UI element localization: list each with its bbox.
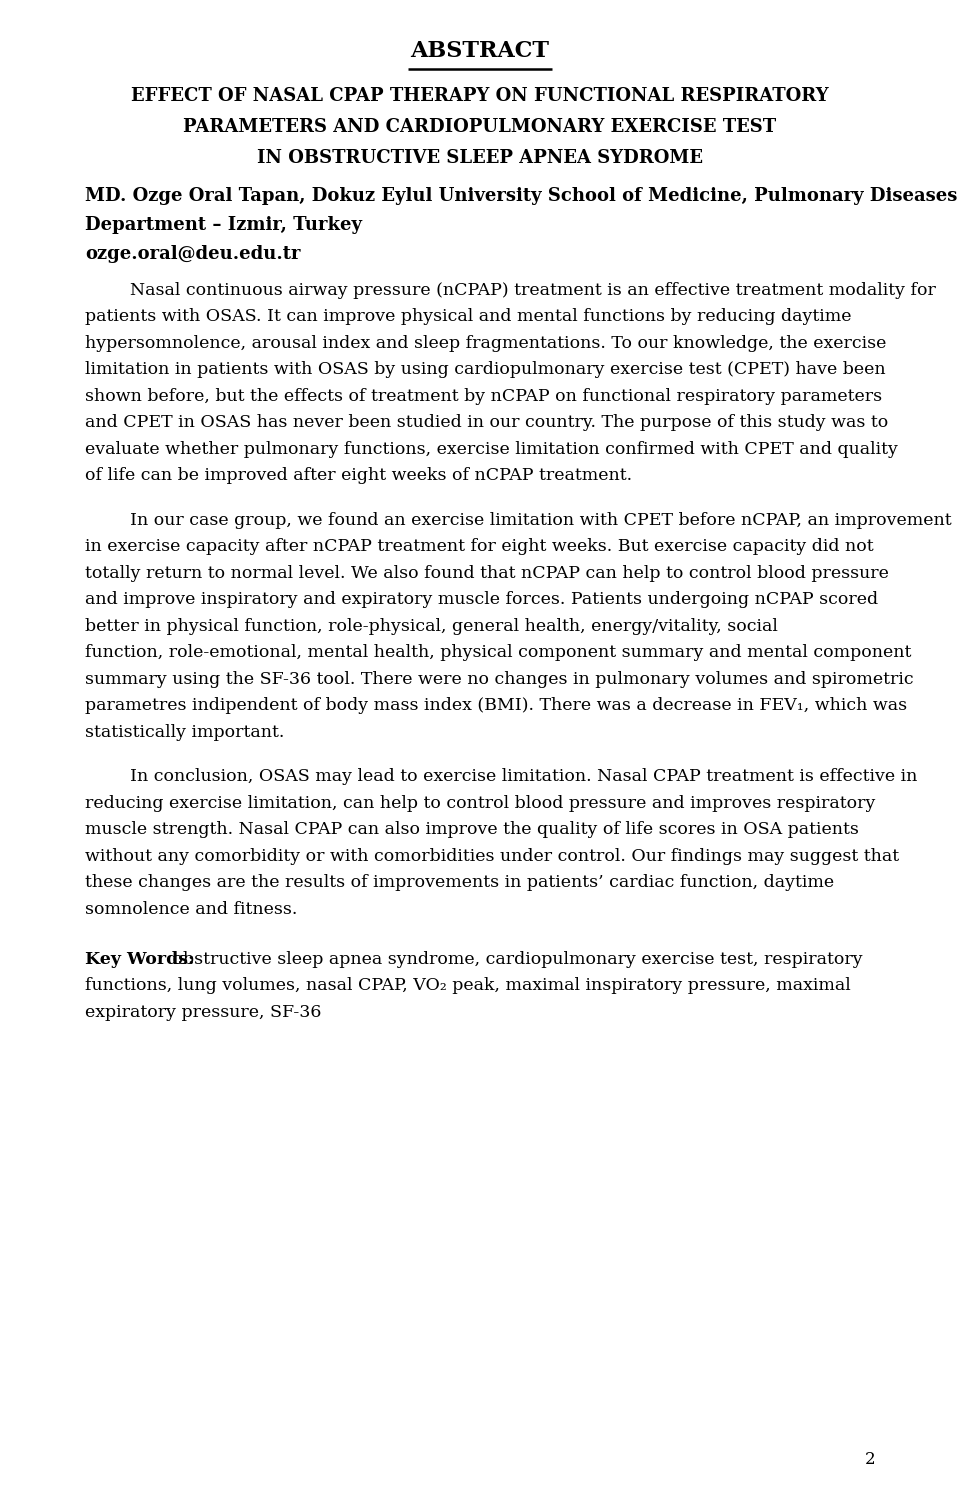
Text: evaluate whether pulmonary functions, exercise limitation confirmed with CPET an: evaluate whether pulmonary functions, ex… <box>85 441 898 457</box>
Text: better in physical function, role-physical, general health, energy/vitality, soc: better in physical function, role-physic… <box>85 617 778 635</box>
Text: totally return to normal level. We also found that nCPAP can help to control blo: totally return to normal level. We also … <box>85 565 889 582</box>
Text: these changes are the results of improvements in patients’ cardiac function, day: these changes are the results of improve… <box>85 875 834 891</box>
Text: In conclusion, OSAS may lead to exercise limitation. Nasal CPAP treatment is eff: In conclusion, OSAS may lead to exercise… <box>130 768 918 785</box>
Text: muscle strength. Nasal CPAP can also improve the quality of life scores in OSA p: muscle strength. Nasal CPAP can also imp… <box>85 821 859 839</box>
Text: patients with OSAS. It can improve physical and mental functions by reducing day: patients with OSAS. It can improve physi… <box>85 308 852 326</box>
Text: EFFECT OF NASAL CPAP THERAPY ON FUNCTIONAL RESPIRATORY: EFFECT OF NASAL CPAP THERAPY ON FUNCTION… <box>132 87 828 105</box>
Text: expiratory pressure, SF-36: expiratory pressure, SF-36 <box>85 1003 322 1021</box>
Text: MD. Ozge Oral Tapan, Dokuz Eylul University School of Medicine, Pulmonary Diseas: MD. Ozge Oral Tapan, Dokuz Eylul Univers… <box>85 187 957 205</box>
Text: and CPET in OSAS has never been studied in our country. The purpose of this stud: and CPET in OSAS has never been studied … <box>85 414 888 432</box>
Text: 2: 2 <box>864 1450 875 1468</box>
Text: without any comorbidity or with comorbidities under control. Our findings may su: without any comorbidity or with comorbid… <box>85 848 900 864</box>
Text: reducing exercise limitation, can help to control blood pressure and improves re: reducing exercise limitation, can help t… <box>85 795 876 812</box>
Text: hypersomnolence, arousal index and sleep fragmentations. To our knowledge, the e: hypersomnolence, arousal index and sleep… <box>85 335 886 351</box>
Text: functions, lung volumes, nasal CPAP, VO₂ peak, maximal inspiratory pressure, max: functions, lung volumes, nasal CPAP, VO₂… <box>85 978 851 994</box>
Text: PARAMETERS AND CARDIOPULMONARY EXERCISE TEST: PARAMETERS AND CARDIOPULMONARY EXERCISE … <box>183 118 777 136</box>
Text: statistically important.: statistically important. <box>85 724 284 742</box>
Text: somnolence and fitness.: somnolence and fitness. <box>85 901 298 918</box>
Text: in exercise capacity after nCPAP treatment for eight weeks. But exercise capacit: in exercise capacity after nCPAP treatme… <box>85 538 874 555</box>
Text: IN OBSTRUCTIVE SLEEP APNEA SYDROME: IN OBSTRUCTIVE SLEEP APNEA SYDROME <box>257 150 703 167</box>
Text: Key Words:: Key Words: <box>85 951 195 967</box>
Text: shown before, but the effects of treatment by nCPAP on functional respiratory pa: shown before, but the effects of treatme… <box>85 387 882 405</box>
Text: ozge.oral@deu.edu.tr: ozge.oral@deu.edu.tr <box>85 245 300 263</box>
Text: summary using the SF-36 tool. There were no changes in pulmonary volumes and spi: summary using the SF-36 tool. There were… <box>85 671 914 688</box>
Text: limitation in patients with OSAS by using cardiopulmonary exercise test (CPET) h: limitation in patients with OSAS by usin… <box>85 362 886 378</box>
Text: ABSTRACT: ABSTRACT <box>411 40 549 61</box>
Text: In our case group, we found an exercise limitation with CPET before nCPAP, an im: In our case group, we found an exercise … <box>130 511 951 529</box>
Text: and improve inspiratory and expiratory muscle forces. Patients undergoing nCPAP : and improve inspiratory and expiratory m… <box>85 592 878 608</box>
Text: parametres indipendent of body mass index (BMI). There was a decrease in FEV₁, w: parametres indipendent of body mass inde… <box>85 697 907 715</box>
Text: obstructive sleep apnea syndrome, cardiopulmonary exercise test, respiratory: obstructive sleep apnea syndrome, cardio… <box>167 951 863 967</box>
Text: of life can be improved after eight weeks of nCPAP treatment.: of life can be improved after eight week… <box>85 468 632 484</box>
Text: function, role-emotional, mental health, physical component summary and mental c: function, role-emotional, mental health,… <box>85 644 911 661</box>
Text: Nasal continuous airway pressure (nCPAP) treatment is an effective treatment mod: Nasal continuous airway pressure (nCPAP)… <box>130 283 936 299</box>
Text: Department – Izmir, Turkey: Department – Izmir, Turkey <box>85 217 362 235</box>
